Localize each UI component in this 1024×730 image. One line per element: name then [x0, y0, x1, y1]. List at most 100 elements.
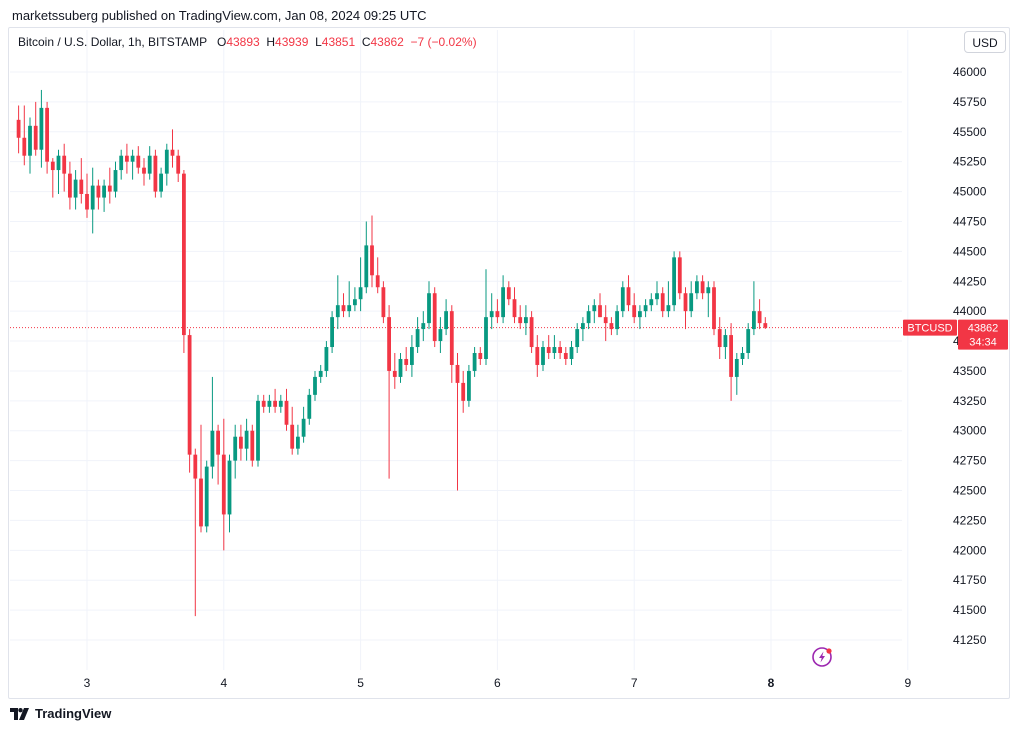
candle-body — [335, 305, 340, 318]
candle-body — [506, 287, 511, 300]
candle-body — [28, 125, 32, 156]
candle — [136, 146, 141, 174]
candle-body — [626, 287, 631, 306]
candle — [79, 158, 84, 204]
candle — [563, 347, 568, 365]
candle — [649, 293, 654, 312]
candle — [221, 418, 226, 551]
candle — [278, 394, 283, 413]
candle-body — [632, 305, 637, 318]
currency-button[interactable]: USD — [964, 31, 1006, 53]
candle-body — [330, 317, 334, 348]
candle-body — [50, 161, 55, 171]
candle — [199, 424, 203, 533]
candle — [638, 305, 642, 330]
candle-body — [569, 347, 574, 359]
lightning-icon[interactable] — [812, 647, 832, 667]
candle-body — [187, 335, 192, 455]
candle — [381, 281, 386, 324]
price-axis: 41250 41500 41750 42000 42250 42500 42750 43000… — [953, 65, 987, 647]
candle-body — [364, 245, 369, 288]
candle — [415, 317, 420, 354]
candle — [96, 179, 101, 210]
price-tag: BTCUSD 43862 34:34 — [903, 319, 1008, 350]
candle — [695, 275, 699, 300]
candle — [598, 293, 602, 318]
candle — [256, 394, 260, 467]
candle-body — [33, 125, 38, 150]
candle-body — [427, 293, 431, 324]
candle-body — [290, 424, 295, 449]
candle — [689, 281, 694, 318]
candle-body — [341, 305, 346, 312]
high-value: 43939 — [275, 35, 309, 49]
candle — [307, 388, 312, 425]
candle-body — [22, 137, 27, 156]
price-tick-label: 45750 — [953, 95, 987, 109]
candle-body — [39, 107, 44, 150]
candle-body — [695, 281, 699, 294]
candle — [102, 179, 106, 212]
candle-body — [210, 430, 215, 467]
candle-body — [723, 335, 728, 348]
candle — [170, 129, 175, 168]
candle — [586, 305, 591, 330]
candle-body — [512, 299, 517, 318]
candle — [250, 424, 255, 467]
candle-body — [746, 329, 751, 354]
price-tick-label: 45250 — [953, 155, 987, 169]
candle-body — [603, 317, 608, 324]
candle — [130, 149, 135, 180]
price-tick-label: 43500 — [953, 364, 987, 378]
candle — [187, 329, 192, 473]
time-axis: 3 4 5 6 7 8 9 — [84, 676, 912, 690]
candle-body — [752, 311, 756, 330]
candle-body — [221, 454, 226, 515]
candle-body — [541, 347, 545, 365]
price-tick-label: 41500 — [953, 603, 987, 617]
symbol-legend: Bitcoin / U.S. Dollar, 1h, BITSTAMP O438… — [18, 35, 477, 49]
candle-body — [700, 281, 705, 294]
candle-body — [313, 376, 317, 395]
candle-body — [130, 155, 135, 162]
candle — [660, 287, 665, 318]
candle-body — [615, 311, 619, 330]
candle — [182, 170, 186, 354]
candle — [90, 167, 95, 234]
candle — [261, 394, 266, 413]
candle-body — [529, 317, 534, 348]
candle-body — [524, 317, 528, 324]
candle — [529, 311, 534, 354]
candle-body — [558, 347, 562, 354]
candle-body — [370, 245, 374, 276]
candle-body — [598, 305, 602, 318]
candle — [535, 335, 540, 377]
candle-body — [444, 311, 448, 330]
candle — [712, 281, 716, 336]
candle-body — [655, 293, 659, 300]
candle — [347, 281, 352, 318]
candle — [740, 347, 745, 365]
candle-body — [159, 173, 163, 192]
candle-body — [757, 311, 762, 324]
brand-name: TradingView — [35, 706, 112, 721]
candle — [193, 448, 198, 617]
candle-body — [438, 329, 443, 342]
candle — [358, 257, 363, 312]
tradingview-logo[interactable]: TradingView — [10, 706, 111, 721]
candle-body — [233, 436, 238, 461]
open-value: 43893 — [226, 35, 260, 49]
candle-body — [449, 311, 454, 365]
candle-body — [107, 185, 112, 192]
candle — [506, 281, 511, 306]
candles — [16, 89, 768, 617]
candle-body — [244, 430, 249, 449]
candle-body — [102, 185, 106, 198]
candle-body — [73, 179, 78, 198]
candle-body — [763, 323, 768, 328]
candle-body — [176, 155, 181, 174]
price-tick-label: 42500 — [953, 484, 987, 498]
candle-body — [535, 347, 540, 365]
candle-body — [683, 293, 688, 312]
